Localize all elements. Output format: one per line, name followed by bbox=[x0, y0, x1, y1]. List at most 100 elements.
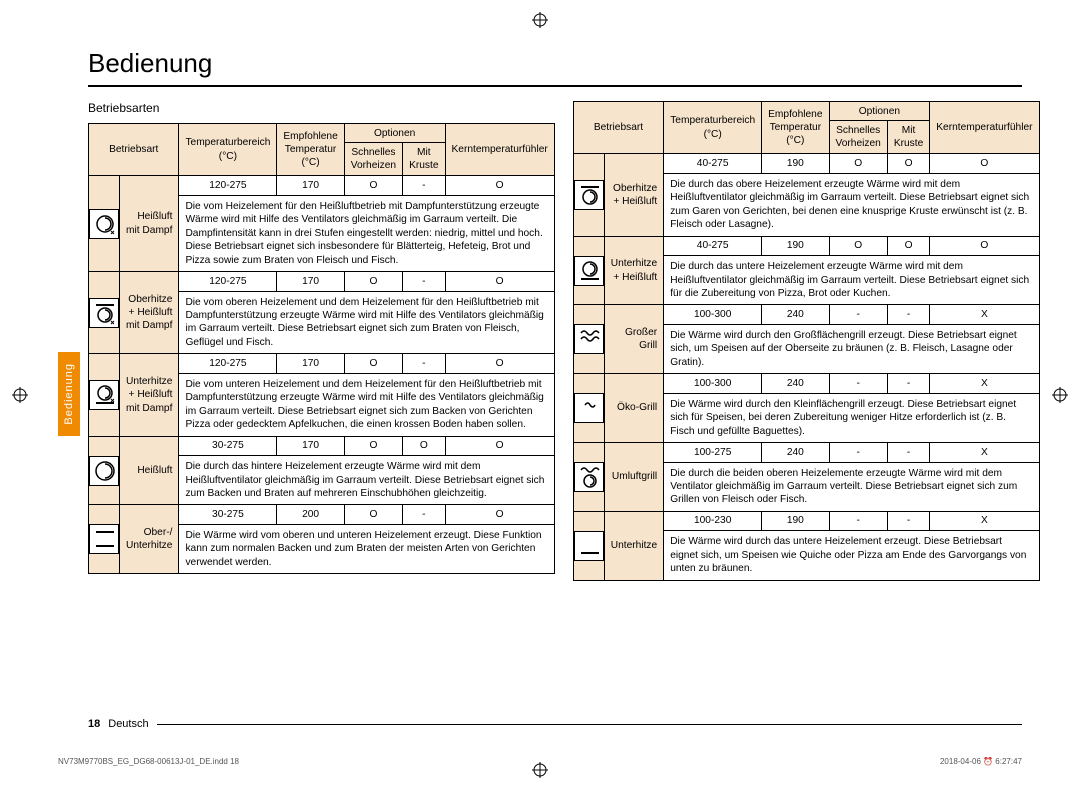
mode-icon-cell bbox=[573, 443, 604, 512]
mode-description: Die durch das hintere Heizelement erzeug… bbox=[179, 456, 554, 505]
cell-mk: - bbox=[403, 354, 445, 373]
modes-table-left: Betriebsart Temperaturbereich (°C) Empfo… bbox=[88, 123, 555, 574]
th-betriebsart: Betriebsart bbox=[573, 102, 663, 154]
cell-tb: 100-300 bbox=[664, 374, 762, 393]
cell-et: 170 bbox=[277, 354, 344, 373]
mode-icon-cell bbox=[573, 154, 604, 236]
th-tempbereich: Temperaturbereich (°C) bbox=[179, 124, 277, 176]
page-lang: Deutsch bbox=[108, 718, 148, 730]
th-optionen: Optionen bbox=[344, 124, 445, 143]
cell-mk: O bbox=[887, 154, 929, 173]
table-row: Umluftgrill100-275240--X bbox=[573, 443, 1039, 462]
cell-kt: X bbox=[930, 374, 1039, 393]
cell-tb: 40-275 bbox=[664, 236, 762, 255]
side-tab-label: Bedienung bbox=[63, 363, 75, 425]
mode-icon bbox=[574, 180, 604, 210]
cell-tb: 40-275 bbox=[664, 154, 762, 173]
mode-icon-cell bbox=[573, 305, 604, 374]
cell-mk: - bbox=[887, 305, 929, 324]
mode-description: Die durch die beiden oberen Heizelemente… bbox=[664, 462, 1039, 511]
cell-et: 240 bbox=[762, 443, 829, 462]
mode-icon-cell bbox=[573, 236, 604, 305]
side-tab: Bedienung bbox=[58, 352, 80, 436]
mode-icon bbox=[574, 256, 604, 286]
cell-et: 200 bbox=[277, 505, 344, 524]
printers-mark-icon bbox=[12, 387, 28, 403]
cell-tb: 100-275 bbox=[664, 443, 762, 462]
mode-icon-cell bbox=[89, 354, 120, 436]
cell-mk: - bbox=[403, 505, 445, 524]
table-row: Unterhitze100-230190--X bbox=[573, 511, 1039, 530]
table-row: Oberhitze + Heißluft40-275190OOO bbox=[573, 154, 1039, 173]
title-rule bbox=[88, 85, 1022, 87]
cell-sv: O bbox=[829, 236, 887, 255]
mode-icon bbox=[574, 324, 604, 354]
mode-name: Unterhitze + Heißluft mit Dampf bbox=[120, 354, 179, 436]
cell-kt: O bbox=[445, 505, 554, 524]
cell-mk: - bbox=[887, 374, 929, 393]
mode-description: Die vom unteren Heizelement und dem Heiz… bbox=[179, 373, 554, 436]
mode-icon bbox=[89, 456, 119, 486]
cell-mk: - bbox=[887, 443, 929, 462]
mode-icon bbox=[574, 531, 604, 561]
cell-kt: O bbox=[445, 436, 554, 455]
mode-name: Ober-/ Unterhitze bbox=[120, 505, 179, 574]
mode-name: Unterhitze + Heißluft bbox=[604, 236, 663, 305]
mode-description: Die Wärme wird vom oberen und unteren He… bbox=[179, 524, 554, 573]
cell-tb: 30-275 bbox=[179, 505, 277, 524]
modes-table-right: Betriebsart Temperaturbereich (°C) Empfo… bbox=[573, 101, 1040, 581]
mode-description: Die Wärme wird durch den Kleinflächengri… bbox=[664, 393, 1039, 442]
mode-icon bbox=[89, 298, 119, 328]
cell-sv: O bbox=[344, 354, 402, 373]
table-row: Großer Grill100-300240--X bbox=[573, 305, 1039, 324]
cell-sv: - bbox=[829, 374, 887, 393]
mode-name: Heißluft bbox=[120, 436, 179, 505]
table-row: Ober-/ Unterhitze30-275200O-O bbox=[89, 505, 555, 524]
mode-description: Die Wärme wird durch den Großflächengril… bbox=[664, 324, 1039, 373]
cell-tb: 120-275 bbox=[179, 176, 277, 195]
mode-icon bbox=[574, 393, 604, 423]
cell-sv: O bbox=[344, 505, 402, 524]
printers-mark-icon bbox=[1052, 387, 1068, 403]
cell-tb: 30-275 bbox=[179, 436, 277, 455]
imprint-left: NV73M9770BS_EG_DG68-00613J-01_DE.indd 18 bbox=[58, 757, 239, 766]
cell-kt: X bbox=[930, 305, 1039, 324]
mode-name: Oberhitze + Heißluft mit Dampf bbox=[120, 272, 179, 354]
cell-kt: O bbox=[930, 236, 1039, 255]
cell-et: 170 bbox=[277, 436, 344, 455]
cell-sv: O bbox=[344, 176, 402, 195]
cell-et: 190 bbox=[762, 511, 829, 530]
imprint: NV73M9770BS_EG_DG68-00613J-01_DE.indd 18… bbox=[58, 757, 1022, 766]
th-schnelles: Schnelles Vorheizen bbox=[829, 121, 887, 154]
printers-mark-icon bbox=[532, 12, 548, 28]
table-row: Heißluft mit Dampf120-275170O-O bbox=[89, 176, 555, 195]
cell-et: 170 bbox=[277, 176, 344, 195]
mode-name: Heißluft mit Dampf bbox=[120, 176, 179, 272]
cell-et: 190 bbox=[762, 236, 829, 255]
cell-tb: 100-300 bbox=[664, 305, 762, 324]
mode-description: Die durch das untere Heizelement erzeugt… bbox=[664, 256, 1039, 305]
mode-icon bbox=[89, 209, 119, 239]
th-betriebsart: Betriebsart bbox=[89, 124, 179, 176]
th-empf-temp: Empfohlene Temperatur (°C) bbox=[762, 102, 829, 154]
table-row: Öko-Grill100-300240--X bbox=[573, 374, 1039, 393]
mode-name: Öko-Grill bbox=[604, 374, 663, 443]
cell-sv: - bbox=[829, 305, 887, 324]
page-number: 18 bbox=[88, 718, 100, 730]
th-empf-temp: Empfohlene Temperatur (°C) bbox=[277, 124, 344, 176]
mode-icon bbox=[89, 380, 119, 410]
cell-mk: - bbox=[887, 511, 929, 530]
cell-kt: X bbox=[930, 443, 1039, 462]
cell-tb: 100-230 bbox=[664, 511, 762, 530]
cell-kt: O bbox=[445, 354, 554, 373]
cell-kt: X bbox=[930, 511, 1039, 530]
mode-icon-cell bbox=[89, 505, 120, 574]
cell-kt: O bbox=[930, 154, 1039, 173]
cell-kt: O bbox=[445, 272, 554, 291]
cell-mk: - bbox=[403, 272, 445, 291]
th-kerntemp: Kerntemperaturfühler bbox=[445, 124, 554, 176]
cell-et: 170 bbox=[277, 272, 344, 291]
subheading: Betriebsarten bbox=[88, 101, 555, 115]
mode-icon bbox=[89, 524, 119, 554]
right-column: Betriebsart Temperaturbereich (°C) Empfo… bbox=[573, 101, 1040, 581]
